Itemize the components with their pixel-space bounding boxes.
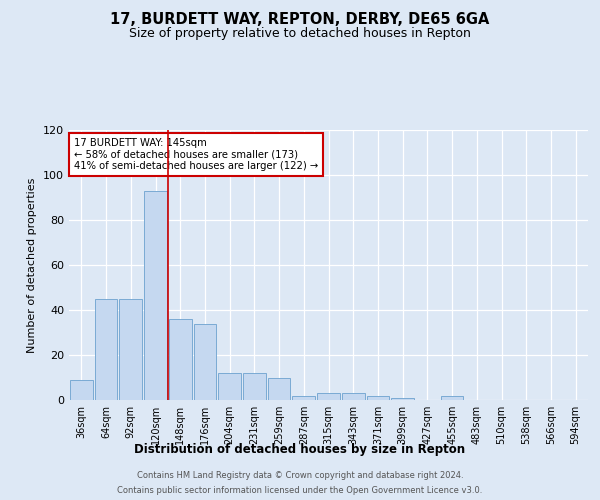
Y-axis label: Number of detached properties: Number of detached properties <box>28 178 37 352</box>
Text: Contains HM Land Registry data © Crown copyright and database right 2024.: Contains HM Land Registry data © Crown c… <box>137 471 463 480</box>
Text: Size of property relative to detached houses in Repton: Size of property relative to detached ho… <box>129 28 471 40</box>
Bar <box>218 373 241 400</box>
Bar <box>292 396 315 400</box>
Text: 17, BURDETT WAY, REPTON, DERBY, DE65 6GA: 17, BURDETT WAY, REPTON, DERBY, DE65 6GA <box>110 12 490 28</box>
Bar <box>119 298 142 400</box>
Text: Distribution of detached houses by size in Repton: Distribution of detached houses by size … <box>134 442 466 456</box>
Bar <box>391 398 414 400</box>
Bar <box>367 396 389 400</box>
Bar <box>317 393 340 400</box>
Bar <box>441 396 463 400</box>
Bar <box>268 378 290 400</box>
Bar <box>95 298 118 400</box>
Bar <box>342 393 365 400</box>
Bar <box>243 373 266 400</box>
Bar <box>144 190 167 400</box>
Bar <box>194 324 216 400</box>
Bar <box>169 319 191 400</box>
Bar <box>70 380 93 400</box>
Text: Contains public sector information licensed under the Open Government Licence v3: Contains public sector information licen… <box>118 486 482 495</box>
Text: 17 BURDETT WAY: 145sqm
← 58% of detached houses are smaller (173)
41% of semi-de: 17 BURDETT WAY: 145sqm ← 58% of detached… <box>74 138 319 172</box>
